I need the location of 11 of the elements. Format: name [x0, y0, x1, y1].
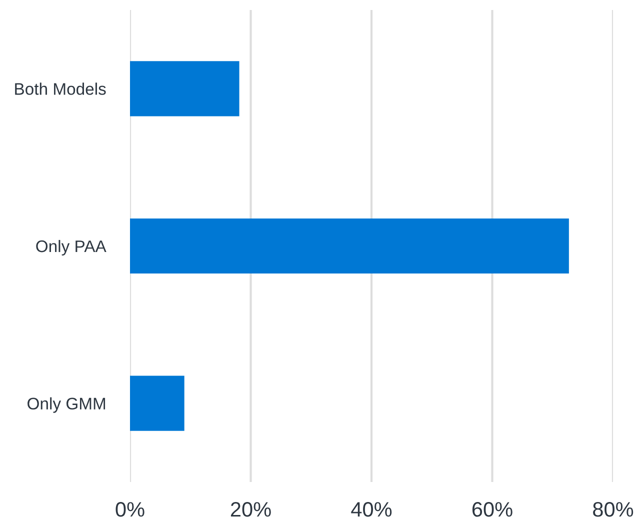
x-tick-label: 20%: [230, 502, 271, 517]
bar: [130, 376, 184, 431]
x-tick-label: 40%: [351, 502, 392, 517]
y-tick-label: Only PAA: [36, 240, 106, 256]
bar: [130, 61, 240, 116]
y-tick-label: Both Models: [15, 82, 106, 95]
bar: [130, 218, 569, 274]
x-tick-label: 60%: [472, 502, 512, 517]
x-tick-label: 0%: [116, 502, 144, 517]
y-tick-label: Only GMM: [28, 397, 106, 413]
x-tick-label: 80%: [593, 502, 634, 517]
